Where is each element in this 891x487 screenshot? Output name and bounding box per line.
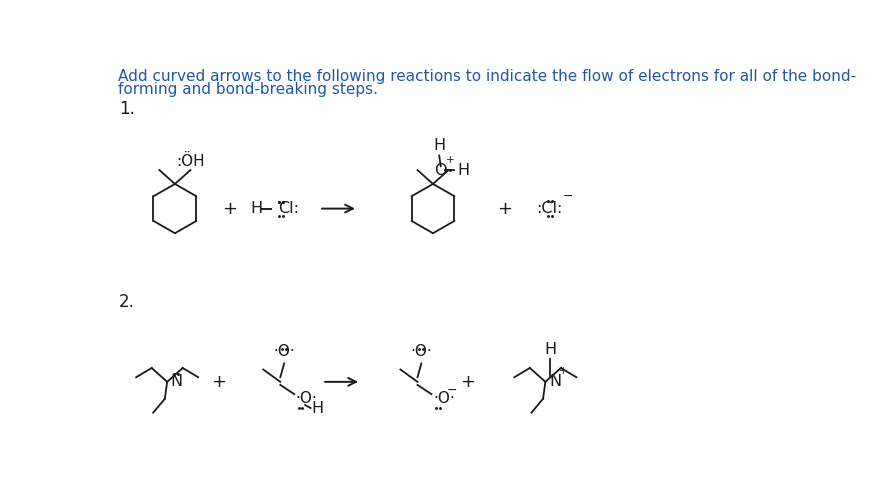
Text: :ÖH: :ÖH bbox=[176, 153, 205, 169]
Text: +: + bbox=[559, 366, 568, 375]
Text: ·O·: ·O· bbox=[411, 344, 432, 359]
Text: H: H bbox=[458, 163, 470, 178]
Text: +: + bbox=[222, 200, 237, 218]
Text: Add curved arrows to the following reactions to indicate the flow of electrons f: Add curved arrows to the following react… bbox=[118, 69, 855, 84]
Text: H: H bbox=[311, 400, 323, 415]
Text: ·O·: ·O· bbox=[296, 391, 317, 406]
Text: +: + bbox=[211, 373, 225, 391]
Text: :Cl:: :Cl: bbox=[536, 201, 562, 216]
Text: N: N bbox=[549, 375, 561, 389]
Text: ·O·: ·O· bbox=[433, 391, 454, 406]
Text: H: H bbox=[250, 201, 262, 216]
Text: N: N bbox=[170, 375, 183, 389]
Text: +: + bbox=[446, 155, 454, 166]
Text: O: O bbox=[435, 163, 447, 178]
Text: 2.: 2. bbox=[119, 293, 135, 311]
Text: 1.: 1. bbox=[119, 100, 135, 118]
Text: +: + bbox=[461, 373, 476, 391]
Text: H: H bbox=[433, 138, 446, 153]
Text: −: − bbox=[563, 189, 574, 203]
Text: forming and bond-breaking steps.: forming and bond-breaking steps. bbox=[118, 81, 378, 96]
Text: −: − bbox=[447, 384, 457, 397]
Text: ·O·: ·O· bbox=[274, 344, 295, 359]
Text: Cl:: Cl: bbox=[278, 201, 299, 216]
Text: H: H bbox=[544, 342, 556, 357]
Text: +: + bbox=[497, 200, 511, 218]
